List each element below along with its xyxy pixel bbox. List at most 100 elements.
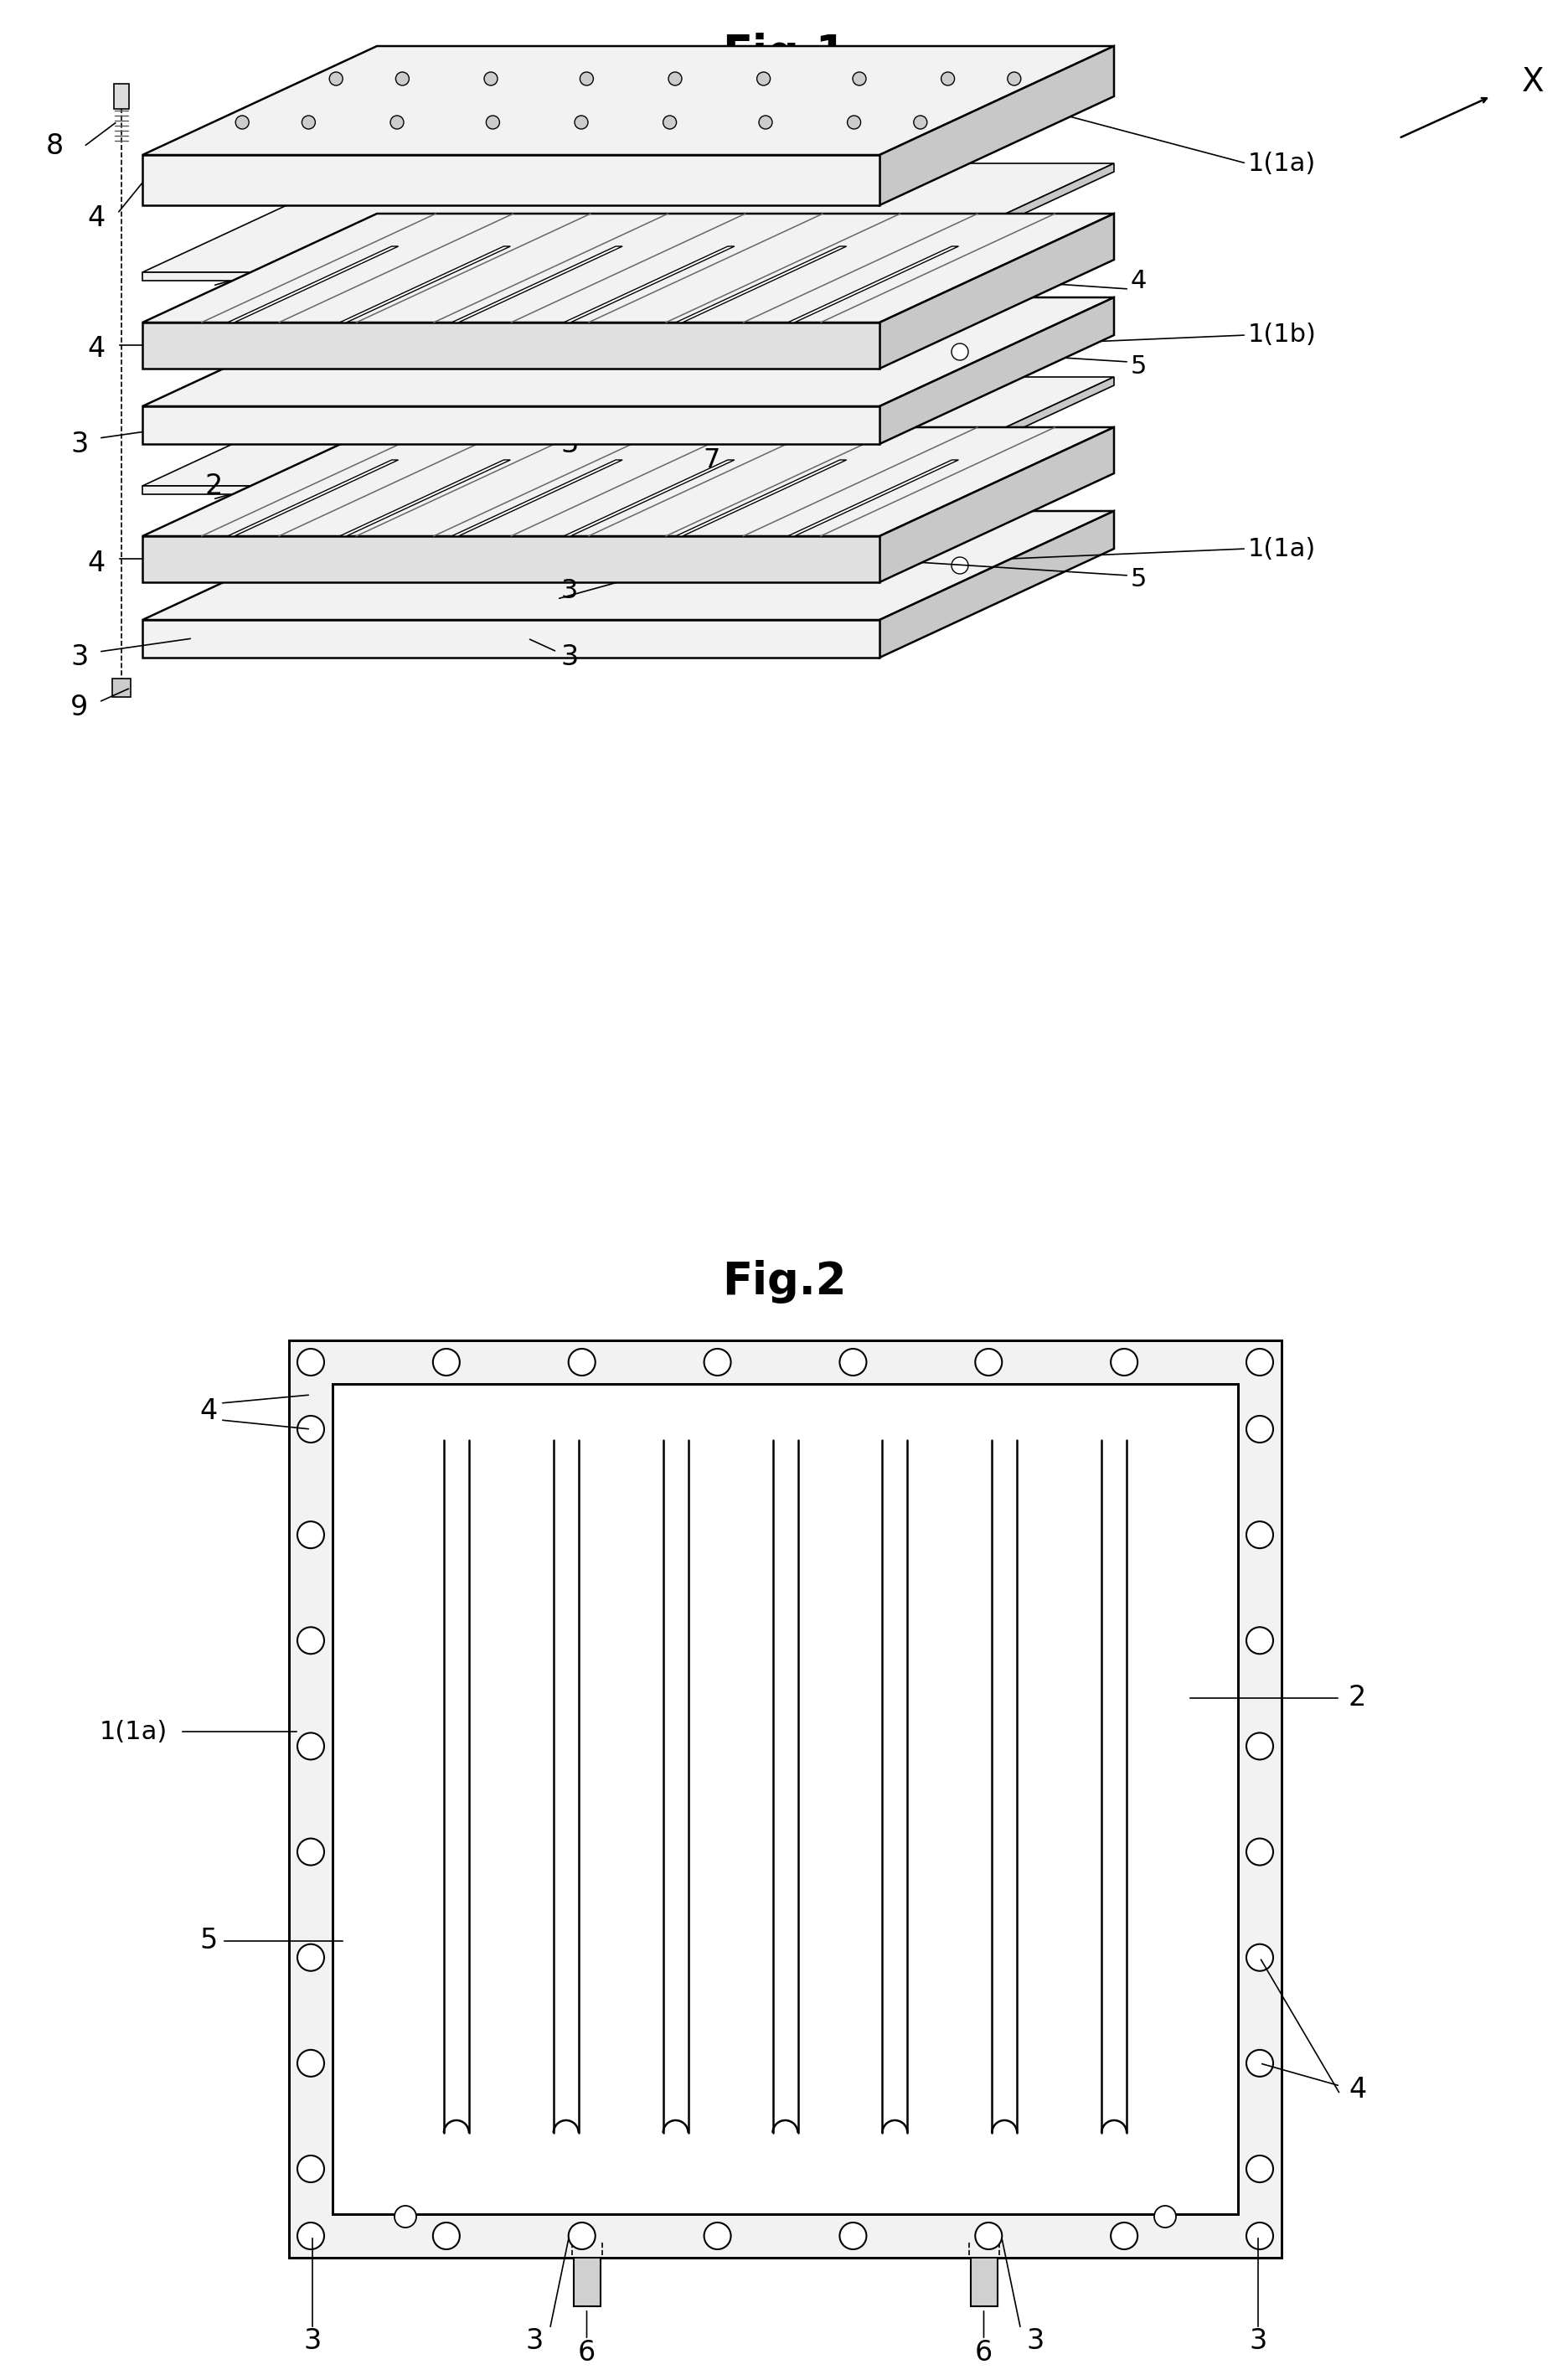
Circle shape — [848, 552, 861, 564]
Circle shape — [187, 174, 199, 186]
Polygon shape — [143, 512, 1113, 619]
Bar — [143, 536, 880, 583]
Circle shape — [1247, 2156, 1273, 2182]
Circle shape — [555, 552, 568, 564]
Circle shape — [1247, 2049, 1273, 2078]
Circle shape — [681, 174, 693, 186]
Circle shape — [804, 631, 820, 645]
Text: Fig.2: Fig.2 — [721, 1259, 847, 1304]
Circle shape — [668, 71, 682, 86]
Circle shape — [430, 174, 442, 186]
Polygon shape — [143, 428, 1113, 536]
Circle shape — [298, 1628, 325, 1654]
Text: 7: 7 — [704, 447, 721, 474]
Polygon shape — [787, 245, 958, 324]
Circle shape — [679, 631, 695, 645]
Circle shape — [298, 1521, 325, 1549]
Circle shape — [395, 71, 409, 86]
Circle shape — [485, 71, 497, 86]
Circle shape — [430, 340, 442, 350]
Circle shape — [804, 416, 820, 433]
Text: 4: 4 — [1348, 2075, 1366, 2104]
Text: 1(1a): 1(1a) — [1248, 152, 1316, 176]
Circle shape — [975, 2223, 1002, 2249]
Bar — [143, 324, 880, 369]
Bar — [143, 155, 880, 205]
Bar — [332, 1383, 1239, 2213]
Text: 6: 6 — [975, 2340, 993, 2366]
Circle shape — [806, 340, 818, 350]
Circle shape — [304, 552, 315, 564]
Text: 3: 3 — [561, 578, 579, 605]
Circle shape — [298, 1837, 325, 1866]
Polygon shape — [880, 214, 1113, 369]
Circle shape — [580, 71, 593, 86]
Polygon shape — [340, 459, 511, 536]
Circle shape — [1247, 1349, 1273, 1376]
Text: 4: 4 — [88, 550, 105, 576]
Polygon shape — [880, 428, 1113, 583]
Circle shape — [555, 340, 568, 350]
Circle shape — [433, 1349, 459, 1376]
Text: 3: 3 — [561, 645, 579, 671]
Polygon shape — [227, 245, 398, 324]
Text: X: X — [1521, 67, 1544, 98]
Bar — [113, 678, 130, 697]
Circle shape — [619, 343, 637, 359]
Circle shape — [1154, 2206, 1176, 2228]
Circle shape — [298, 2223, 325, 2249]
Circle shape — [486, 117, 500, 129]
Bar — [143, 407, 880, 445]
Circle shape — [1247, 2223, 1273, 2249]
Circle shape — [839, 1349, 867, 1376]
Circle shape — [914, 117, 927, 129]
Circle shape — [757, 71, 770, 86]
Circle shape — [298, 1944, 325, 1971]
Circle shape — [704, 2223, 731, 2249]
Polygon shape — [340, 245, 511, 324]
Circle shape — [428, 416, 444, 433]
Text: 4: 4 — [1131, 269, 1148, 293]
Text: 1(1a): 1(1a) — [1248, 536, 1316, 562]
Text: 1(1b): 1(1b) — [1248, 324, 1317, 347]
Polygon shape — [880, 164, 1113, 281]
Text: 3: 3 — [304, 2328, 321, 2356]
Circle shape — [554, 416, 569, 433]
Circle shape — [187, 340, 199, 350]
Circle shape — [187, 552, 199, 564]
Circle shape — [569, 1349, 596, 1376]
Polygon shape — [676, 459, 847, 536]
Circle shape — [1247, 1944, 1273, 1971]
Text: 3: 3 — [1027, 2328, 1044, 2356]
Circle shape — [304, 174, 315, 186]
Text: 7: 7 — [704, 233, 721, 259]
Circle shape — [433, 2223, 459, 2249]
Text: 3: 3 — [71, 431, 88, 457]
Circle shape — [303, 631, 317, 645]
Bar — [332, 1383, 1239, 1411]
Circle shape — [185, 631, 201, 645]
Circle shape — [1247, 1628, 1273, 1654]
Circle shape — [952, 343, 969, 359]
Circle shape — [848, 340, 861, 350]
Polygon shape — [880, 376, 1113, 495]
Circle shape — [847, 631, 862, 645]
Circle shape — [804, 343, 822, 359]
Circle shape — [853, 71, 866, 86]
Bar — [114, 83, 129, 109]
Polygon shape — [452, 245, 622, 324]
Text: 4: 4 — [88, 336, 105, 364]
Circle shape — [1008, 71, 1021, 86]
Circle shape — [329, 71, 343, 86]
Bar — [143, 271, 880, 281]
Polygon shape — [227, 459, 398, 536]
Circle shape — [555, 174, 568, 186]
Circle shape — [1110, 2223, 1138, 2249]
Circle shape — [554, 631, 569, 645]
Circle shape — [704, 1349, 731, 1376]
Polygon shape — [880, 512, 1113, 657]
Polygon shape — [563, 459, 734, 536]
Text: 3: 3 — [561, 431, 579, 457]
Text: 9: 9 — [71, 695, 88, 721]
Bar — [332, 1383, 359, 2213]
